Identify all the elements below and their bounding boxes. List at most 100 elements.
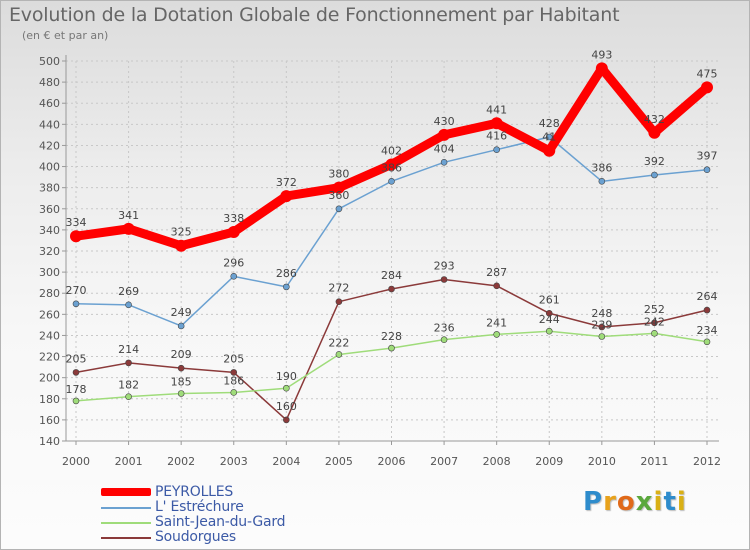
- data-label: 222: [328, 336, 349, 349]
- legend-swatch-estrechure: [101, 507, 151, 509]
- data-point: [545, 309, 553, 317]
- data-label: 386: [591, 161, 612, 174]
- data-point: [122, 222, 135, 235]
- y-tick-label: 180: [39, 393, 60, 406]
- proxiti-logo: Proxiti: [583, 487, 687, 517]
- y-tick-label: 300: [39, 266, 60, 279]
- data-label: 416: [486, 130, 507, 143]
- logo-letter: i: [653, 487, 664, 517]
- data-point: [283, 283, 290, 291]
- x-tick-label: 2000: [62, 455, 90, 468]
- y-tick-label: 220: [39, 351, 60, 364]
- data-point: [440, 276, 448, 283]
- data-point: [598, 178, 606, 185]
- data-label: 430: [434, 115, 455, 128]
- y-tick-label: 140: [39, 435, 60, 448]
- y-tick-label: 500: [39, 55, 60, 68]
- data-point: [493, 282, 500, 290]
- y-tick-label: 460: [39, 97, 60, 110]
- data-point: [648, 126, 661, 139]
- data-point: [230, 369, 238, 376]
- logo-letter: P: [583, 487, 604, 517]
- data-label: 296: [223, 256, 244, 269]
- data-point: [598, 323, 606, 331]
- data-label: 209: [171, 348, 192, 361]
- data-label: 205: [66, 352, 87, 365]
- data-label: 325: [171, 226, 192, 239]
- y-tick-label: 260: [39, 308, 60, 321]
- data-label: 244: [539, 313, 560, 326]
- data-label: 372: [276, 176, 297, 189]
- y-tick-label: 320: [39, 245, 60, 258]
- data-label: 397: [697, 150, 718, 163]
- data-point: [230, 389, 238, 396]
- data-point: [230, 273, 238, 280]
- legend-label-estrechure: L' Estréchure: [155, 499, 244, 515]
- data-point: [651, 319, 658, 327]
- chart-subtitle: (en € et par an): [22, 29, 109, 42]
- y-tick-label: 380: [39, 182, 60, 195]
- logo-letter: r: [603, 487, 617, 517]
- y-tick-label: 440: [39, 118, 60, 131]
- data-label: 380: [328, 168, 349, 181]
- data-label: 432: [644, 113, 665, 126]
- data-point: [280, 190, 293, 203]
- legend-label-saint-jean-du-gard: Saint-Jean-du-Gard: [155, 514, 286, 530]
- data-point: [125, 359, 132, 367]
- x-tick-label: 2010: [588, 455, 616, 468]
- x-tick-label: 2006: [378, 455, 406, 468]
- data-label: 41: [542, 131, 556, 144]
- data-label: 228: [381, 330, 402, 343]
- data-label: 248: [591, 307, 612, 320]
- data-point: [177, 390, 185, 397]
- data-point: [227, 226, 240, 238]
- data-label: 404: [434, 142, 455, 155]
- logo-letter: o: [616, 487, 636, 517]
- data-label: 242: [644, 315, 665, 328]
- data-point: [332, 181, 345, 194]
- data-point: [177, 364, 185, 372]
- data-point: [703, 338, 711, 346]
- data-label: 185: [171, 376, 192, 389]
- data-point: [703, 166, 711, 174]
- data-point: [177, 322, 185, 330]
- legend-swatch-peyrolles: [101, 488, 151, 496]
- data-label: 264: [697, 290, 718, 303]
- data-point: [125, 301, 132, 309]
- data-point: [493, 146, 500, 153]
- data-point: [543, 144, 556, 157]
- y-tick-label: 360: [39, 203, 60, 216]
- data-label: 270: [66, 284, 87, 297]
- data-point: [335, 205, 343, 213]
- data-label: 428: [539, 117, 560, 130]
- data-label: 182: [118, 379, 139, 392]
- data-point: [72, 369, 80, 376]
- data-point: [385, 158, 398, 171]
- x-tick-label: 2008: [483, 455, 511, 468]
- data-label: 287: [486, 266, 507, 279]
- x-tick-label: 2004: [272, 455, 300, 468]
- y-tick-label: 420: [39, 139, 60, 152]
- data-point: [335, 351, 343, 358]
- data-point: [490, 117, 503, 130]
- data-point: [335, 298, 343, 305]
- data-point: [72, 397, 80, 405]
- data-point: [545, 327, 553, 335]
- data-point: [651, 171, 658, 179]
- data-label: 234: [697, 324, 718, 337]
- legend-swatch-saint-jean-du-gard: [101, 522, 151, 524]
- data-label: 236: [434, 322, 455, 335]
- data-label: 252: [644, 303, 665, 316]
- y-tick-label: 240: [39, 329, 60, 342]
- chart-title: Evolution de la Dotation Globale de Fonc…: [9, 4, 620, 26]
- data-label: 360: [328, 189, 349, 202]
- data-point: [545, 133, 553, 141]
- data-point: [283, 384, 290, 392]
- y-tick-label: 480: [39, 76, 60, 89]
- x-tick-label: 2001: [115, 455, 143, 468]
- data-point: [283, 416, 290, 424]
- y-tick-label: 200: [39, 372, 60, 385]
- data-point: [701, 81, 713, 94]
